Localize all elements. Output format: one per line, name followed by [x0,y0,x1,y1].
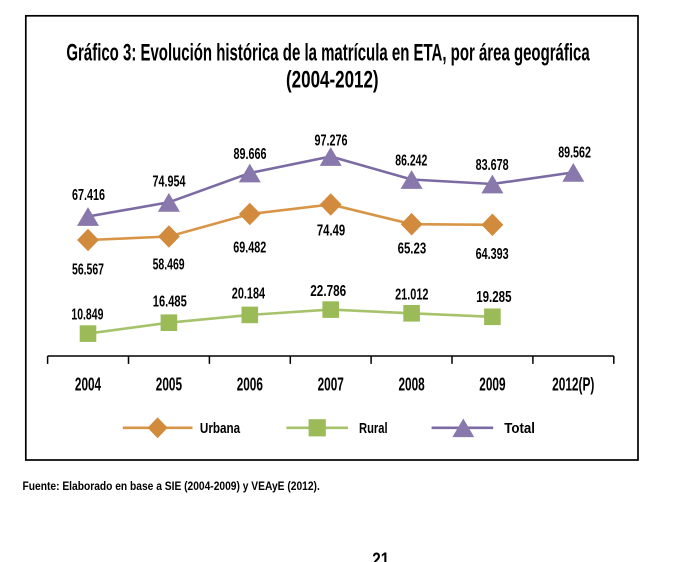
svg-text:22.786: 22.786 [310,283,346,300]
svg-text:2012(P): 2012(P) [552,374,594,394]
svg-text:97.276: 97.276 [315,132,348,149]
svg-text:21.012: 21.012 [395,287,428,304]
svg-text:2009: 2009 [479,374,505,394]
svg-text:65.23: 65.23 [398,240,427,257]
svg-text:2006: 2006 [237,374,263,394]
svg-text:Gráfico 3: Evolución histórica: Gráfico 3: Evolución histórica de la mat… [66,40,590,67]
svg-text:Fuente: Elaborado en base a SI: Fuente: Elaborado en base a SIE (2004-20… [23,479,320,493]
svg-text:64.393: 64.393 [476,246,509,263]
svg-text:83.678: 83.678 [476,157,509,174]
svg-text:Urbana: Urbana [200,421,241,437]
svg-text:2007: 2007 [318,374,344,394]
svg-text:56.567: 56.567 [72,262,104,279]
svg-text:74.49: 74.49 [317,222,346,239]
svg-text:Rural: Rural [359,421,388,437]
svg-text:86.242: 86.242 [395,152,427,169]
svg-text:16.485: 16.485 [153,294,187,311]
svg-text:58.469: 58.469 [153,256,185,273]
svg-text:89.666: 89.666 [234,146,267,163]
svg-text:2005: 2005 [156,374,182,394]
svg-text:89.562: 89.562 [558,144,591,161]
svg-text:20.184: 20.184 [232,286,266,303]
svg-text:21: 21 [372,549,389,562]
svg-text:Total: Total [504,421,535,437]
svg-text:69.482: 69.482 [233,240,266,257]
svg-text:10.849: 10.849 [71,306,103,323]
svg-text:67.416: 67.416 [72,187,105,204]
svg-text:(2004-2012): (2004-2012) [286,66,379,93]
svg-text:74.954: 74.954 [153,173,186,190]
svg-text:2008: 2008 [399,374,425,394]
svg-text:19.285: 19.285 [476,289,512,306]
svg-text:2004: 2004 [75,374,101,394]
